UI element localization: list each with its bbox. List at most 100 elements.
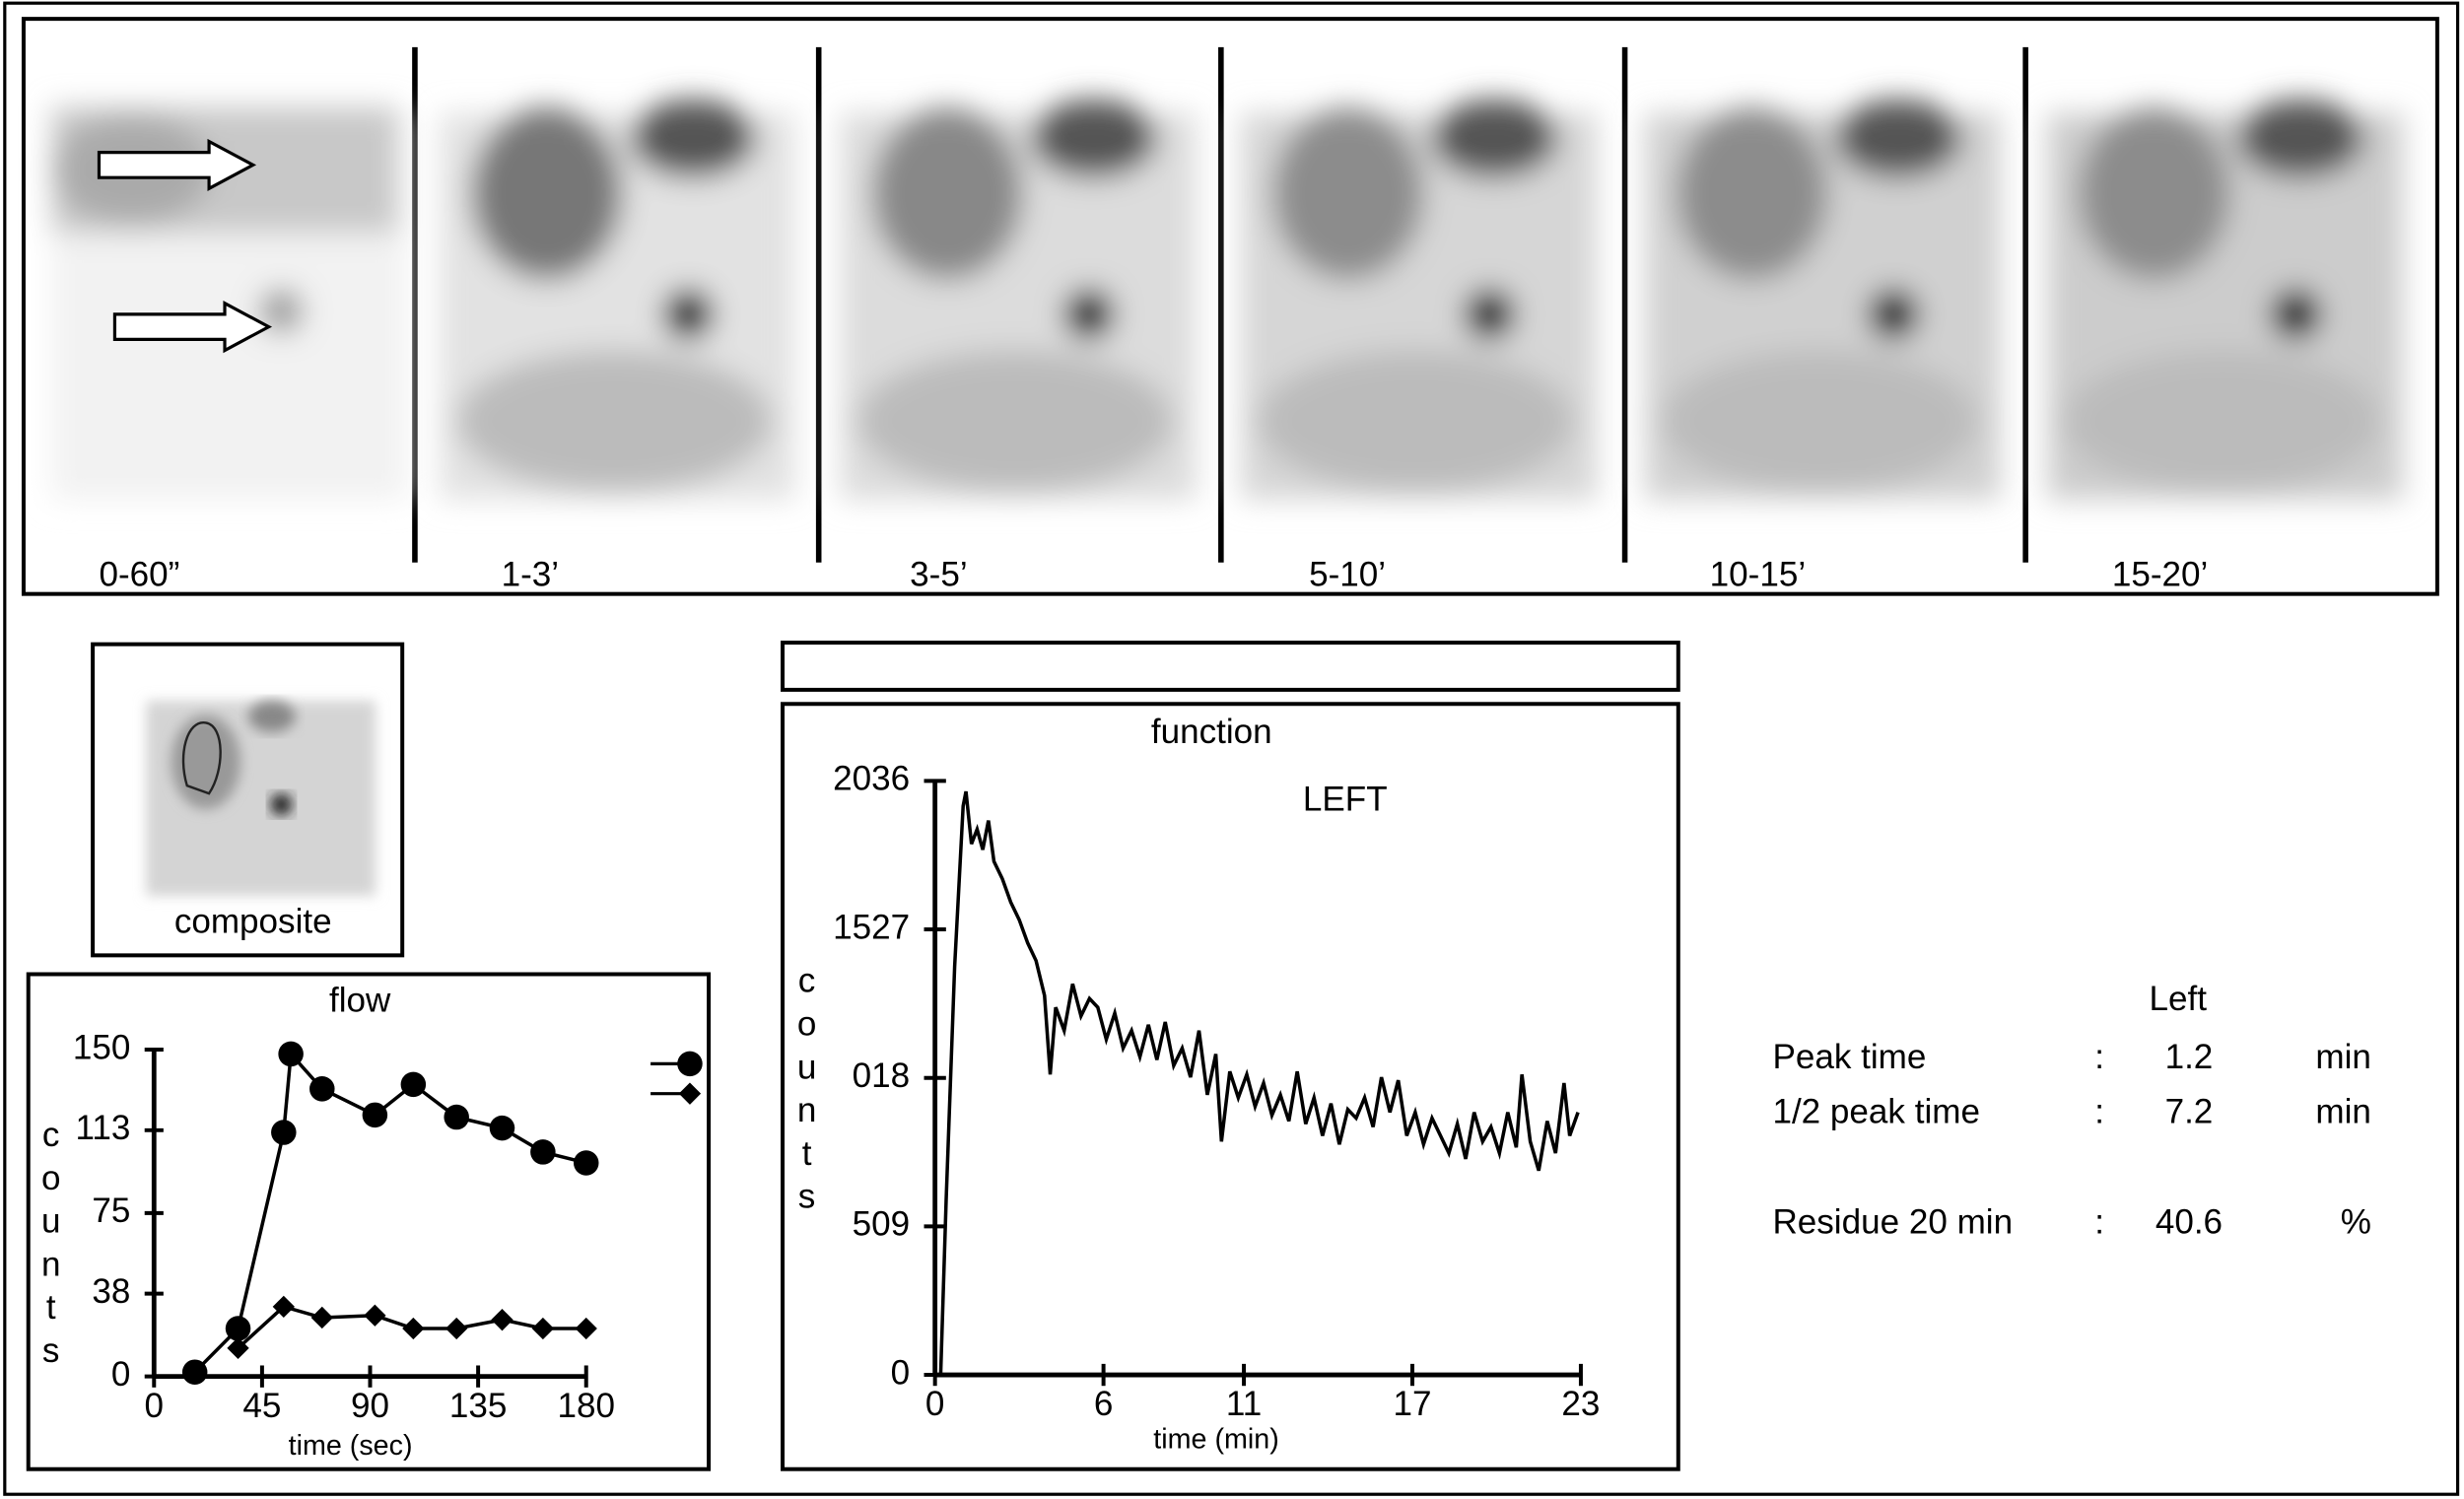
- chart-title: flow: [329, 981, 391, 1019]
- results-cell: 1/2 peak time: [1772, 1093, 1979, 1131]
- frame-label: 10-15’: [1710, 555, 1806, 593]
- scan-region: [471, 106, 623, 280]
- scan-region: [1431, 99, 1558, 178]
- scan-region: [1677, 106, 1828, 280]
- y-axis-label: counts: [32, 1116, 70, 1375]
- x-tick-label: 11: [1226, 1385, 1262, 1423]
- header-box: [781, 641, 1680, 692]
- data-point: [489, 1115, 515, 1141]
- frame-label: 5-10’: [1309, 555, 1386, 593]
- legend: [650, 1051, 703, 1105]
- data-point: [444, 1104, 469, 1130]
- data-point: [225, 1316, 251, 1341]
- results-cell: min: [2315, 1093, 2371, 1131]
- scan-region: [1835, 99, 1961, 178]
- data-line: [938, 790, 1580, 1376]
- data-point: [402, 1317, 425, 1340]
- results-cell: 1.2: [2165, 1038, 2214, 1076]
- y-tick-label: 1527: [833, 908, 910, 946]
- frame-label: 1-3’: [502, 555, 559, 593]
- scan-region: [1868, 289, 1919, 340]
- x-axis-label: time (min): [1153, 1424, 1279, 1456]
- results-cell: 40.6: [2156, 1202, 2223, 1241]
- frames: 0-60” 1-3’ 3-5’ 5-10’ 10-15’ 15-20’: [51, 46, 2403, 593]
- composite-label: composite: [174, 903, 332, 941]
- scan-region: [1272, 106, 1424, 280]
- results-cell: %: [2341, 1202, 2371, 1241]
- x-tick-label: 0: [925, 1385, 945, 1423]
- x-tick-label: 0: [145, 1387, 165, 1425]
- scan-image: [2047, 99, 2403, 500]
- function-box: [781, 702, 1680, 1471]
- results-cell: Residue 20 min: [1772, 1202, 2013, 1241]
- frame-label: 3-5’: [910, 555, 967, 593]
- scan-region: [1259, 350, 1573, 493]
- data-point: [181, 1359, 208, 1385]
- annotation: LEFT: [1303, 780, 1388, 818]
- results-cell: min: [2315, 1038, 2371, 1076]
- data-point: [531, 1317, 555, 1340]
- y-tick-label: 150: [73, 1028, 131, 1066]
- scan-region: [2270, 289, 2321, 340]
- data-point: [271, 1120, 297, 1145]
- y-tick-label: 75: [92, 1192, 130, 1230]
- scan-region: [2079, 106, 2230, 280]
- y-tick-label: 38: [92, 1272, 130, 1311]
- data-point: [530, 1139, 556, 1165]
- scan-region: [259, 289, 304, 333]
- arrow: [97, 138, 257, 191]
- scan-region: [662, 289, 714, 340]
- scan-region: [871, 106, 1023, 280]
- x-tick-label: 23: [1561, 1385, 1600, 1423]
- y-tick-label: 0: [111, 1355, 131, 1394]
- scan-region: [1030, 99, 1157, 178]
- results-table: Peak time: 1.2 min 1/2 peak time: 7.2 min Resi…: [1772, 1038, 2370, 1241]
- x-tick-label: 90: [351, 1387, 389, 1425]
- scan-image: [440, 99, 795, 500]
- data-point: [573, 1150, 599, 1176]
- scan-region: [630, 99, 756, 178]
- frame-label: 0-60”: [99, 555, 179, 593]
- frame-label: 15-20’: [2112, 555, 2208, 593]
- composite-box: [91, 642, 405, 958]
- scan-region: [1063, 289, 1115, 340]
- data-point: [309, 1076, 335, 1102]
- results-header: Left: [2150, 980, 2208, 1018]
- y-tick-label: 018: [853, 1056, 911, 1095]
- x-tick-label: 45: [242, 1387, 281, 1425]
- data-point: [310, 1306, 333, 1329]
- results-cell: :: [2094, 1038, 2104, 1076]
- x-tick-label: 180: [557, 1387, 615, 1425]
- x-tick-label: 6: [1094, 1385, 1114, 1423]
- results-cell: :: [2094, 1202, 2104, 1241]
- results-cell: Peak time: [1772, 1038, 1926, 1076]
- scan-region: [2237, 99, 2363, 178]
- y-axis-label: counts: [787, 962, 826, 1221]
- results-cell: :: [2094, 1093, 2104, 1131]
- scan-region: [857, 350, 1173, 493]
- y-tick-label: 113: [75, 1109, 130, 1147]
- scan-image: [1241, 99, 1597, 500]
- arrow: [112, 301, 273, 354]
- frames-panel: [21, 17, 2439, 596]
- data-point: [362, 1102, 388, 1128]
- x-axis-label: time (sec): [289, 1430, 413, 1462]
- scan-image: [1645, 99, 2001, 500]
- data-point: [278, 1041, 304, 1067]
- scan-region: [2065, 350, 2379, 493]
- data-point: [445, 1317, 468, 1340]
- outer-border: [3, 1, 2460, 1496]
- data-point: [491, 1308, 513, 1331]
- data-point: [364, 1304, 386, 1327]
- y-tick-label: 509: [853, 1205, 911, 1244]
- scan-region: [1662, 350, 1977, 493]
- scan-region: [456, 350, 772, 493]
- flow-box: [26, 972, 712, 1471]
- results-cell: 7.2: [2165, 1093, 2214, 1131]
- x-tick-label: 17: [1393, 1385, 1431, 1423]
- data-point: [575, 1317, 597, 1340]
- composite-image: [146, 701, 376, 896]
- scan-image: [841, 99, 1197, 500]
- data-point: [227, 1336, 249, 1360]
